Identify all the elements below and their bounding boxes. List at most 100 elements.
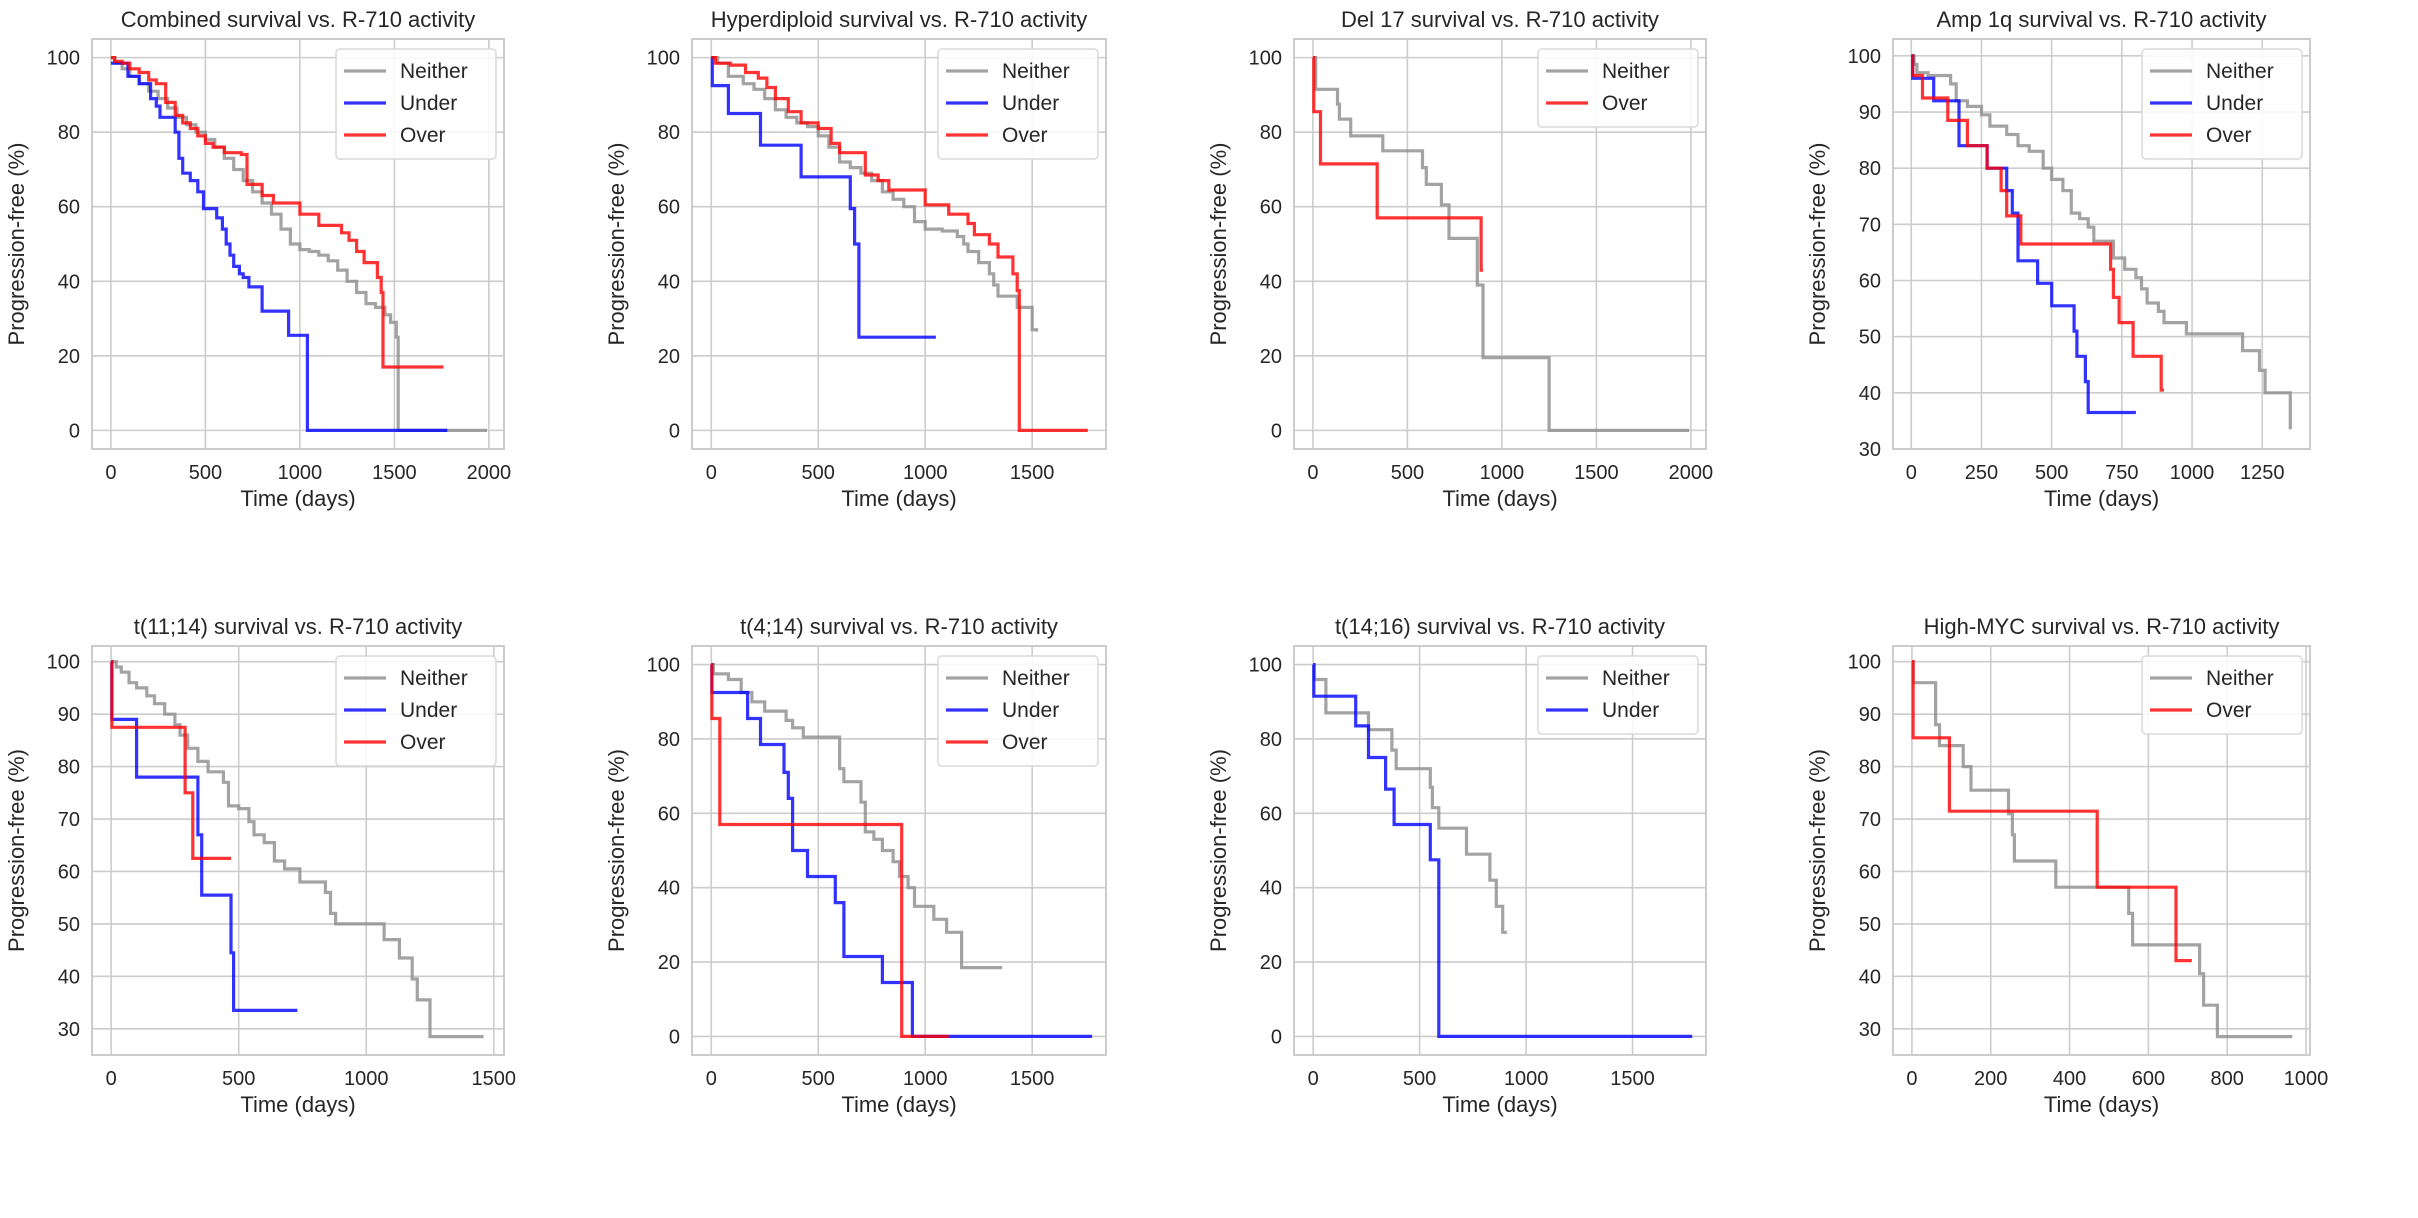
x-tick-label: 1000 <box>1504 1068 1549 1090</box>
legend: Neither Under Over <box>937 48 1099 160</box>
x-tick-label: 1000 <box>278 462 323 484</box>
x-tick-label: 0 <box>1906 462 1917 484</box>
survival-curve-over <box>711 56 1088 432</box>
y-tick-label: 20 <box>1260 346 1282 368</box>
survival-curve-over <box>110 660 231 860</box>
y-tick-label: 80 <box>658 729 680 751</box>
y-tick-label: 50 <box>58 914 80 936</box>
legend-label-over: Over <box>2206 699 2252 722</box>
legend-label-under: Under <box>400 92 457 115</box>
legend-label-under: Under <box>1602 699 1659 722</box>
x-tick-label: 0 <box>106 1068 117 1090</box>
chart-title: High-MYC survival vs. R-710 activity <box>1924 614 2280 639</box>
gridlines <box>1294 39 1706 449</box>
survival-curve-neither <box>711 663 1003 970</box>
y-tick-label: 40 <box>58 966 80 988</box>
x-axis-label: Time (days) <box>2044 486 2159 511</box>
legend-label-over: Over <box>1002 731 1048 754</box>
y-tick-label: 60 <box>1859 271 1881 293</box>
subplot-8: 0 200 400 600 800 1000 30 40 50 60 70 80 90 100 High-M… <box>1805 614 2328 1117</box>
x-tick-label: 0 <box>1308 1068 1319 1090</box>
axes-frame <box>1892 645 2311 1056</box>
survival-curve-over <box>1911 660 2192 963</box>
legend: Neither Over <box>1537 48 1699 128</box>
legend-box <box>335 655 497 767</box>
legend: Neither Over <box>2141 655 2303 735</box>
legend: Neither Under Over <box>335 655 497 767</box>
legend-label-neither: Neither <box>2206 667 2274 690</box>
y-tick-label: 60 <box>658 803 680 825</box>
y-tick-label: 90 <box>1859 704 1881 726</box>
y-tick-label: 0 <box>669 420 680 442</box>
y-tick-label: 20 <box>658 346 680 368</box>
y-tick-label: 100 <box>1249 48 1282 70</box>
x-tick-label: 1250 <box>2240 462 2285 484</box>
legend-label-neither: Neither <box>1002 60 1070 83</box>
legend-box <box>2141 48 2303 160</box>
y-tick-label: 40 <box>1260 271 1282 293</box>
y-tick-label: 60 <box>58 197 80 219</box>
y-tick-label: 0 <box>669 1026 680 1048</box>
y-axis-label: Progression-free (%) <box>4 143 29 346</box>
axes-frame <box>91 38 505 450</box>
y-tick-label: 50 <box>1859 914 1881 936</box>
legend-box <box>937 48 1099 160</box>
legend-label-over: Over <box>1602 92 1648 115</box>
survival-curve-neither <box>111 660 484 1039</box>
survival-curve-neither <box>1312 56 1689 432</box>
legend: Neither Under <box>1537 655 1699 735</box>
x-tick-label: 0 <box>706 462 717 484</box>
x-axis-label: Time (days) <box>1442 486 1557 511</box>
y-tick-label: 0 <box>69 420 80 442</box>
y-tick-label: 100 <box>1848 46 1881 68</box>
y-tick-label: 80 <box>1260 729 1282 751</box>
legend: Neither Under Over <box>2141 48 2303 160</box>
axes-frame <box>691 645 1107 1056</box>
x-tick-label: 0 <box>706 1068 717 1090</box>
x-tick-label: 2000 <box>467 462 512 484</box>
y-tick-label: 40 <box>1859 966 1881 988</box>
x-tick-label: 1000 <box>2284 1068 2329 1090</box>
y-axis-label: Progression-free (%) <box>1206 749 1231 952</box>
y-tick-label: 40 <box>1260 878 1282 900</box>
axes-frame <box>91 645 505 1056</box>
legend-label-under: Under <box>1002 92 1059 115</box>
x-tick-label: 400 <box>2053 1068 2086 1090</box>
y-tick-label: 80 <box>58 757 80 779</box>
subplot-6: 0 500 1000 1500 0 20 40 60 80 100 t(4;14) survival… <box>604 614 1107 1117</box>
x-tick-label: 1500 <box>1574 462 1619 484</box>
y-tick-label: 40 <box>658 878 680 900</box>
y-tick-label: 0 <box>1271 1026 1282 1048</box>
x-axis-label: Time (days) <box>841 486 956 511</box>
survival-curve-neither <box>110 56 487 432</box>
y-tick-label: 0 <box>1271 420 1282 442</box>
x-tick-label: 1500 <box>1610 1068 1655 1090</box>
y-tick-label: 80 <box>58 122 80 144</box>
survival-curve-over <box>110 56 444 369</box>
x-axis-label: Time (days) <box>240 1092 355 1117</box>
x-tick-label: 0 <box>105 462 116 484</box>
x-tick-label: 500 <box>802 1068 835 1090</box>
x-tick-label: 500 <box>222 1068 255 1090</box>
y-tick-label: 80 <box>1859 158 1881 180</box>
y-tick-label: 20 <box>58 346 80 368</box>
x-tick-label: 1000 <box>344 1068 389 1090</box>
legend-box <box>1537 655 1699 735</box>
y-tick-label: 40 <box>658 271 680 293</box>
chart-title: Amp 1q survival vs. R-710 activity <box>1936 7 2266 32</box>
x-tick-label: 600 <box>2132 1068 2165 1090</box>
x-tick-label: 500 <box>1391 462 1424 484</box>
y-tick-label: 100 <box>1249 655 1282 677</box>
y-tick-label: 70 <box>1859 214 1881 236</box>
y-tick-label: 40 <box>1859 383 1881 405</box>
axes-frame <box>1293 645 1707 1056</box>
y-axis-label: Progression-free (%) <box>604 749 629 952</box>
subplot-5: 0 500 1000 1500 30 40 50 60 70 80 90 100 t(11;14) su… <box>4 614 516 1117</box>
survival-curve-over <box>1911 54 2164 392</box>
legend-label-under: Under <box>2206 92 2263 115</box>
x-tick-label: 500 <box>2035 462 2068 484</box>
legend-label-over: Over <box>2206 124 2252 147</box>
survival-curve-under <box>110 61 448 432</box>
chart-title: Combined survival vs. R-710 activity <box>121 7 476 32</box>
